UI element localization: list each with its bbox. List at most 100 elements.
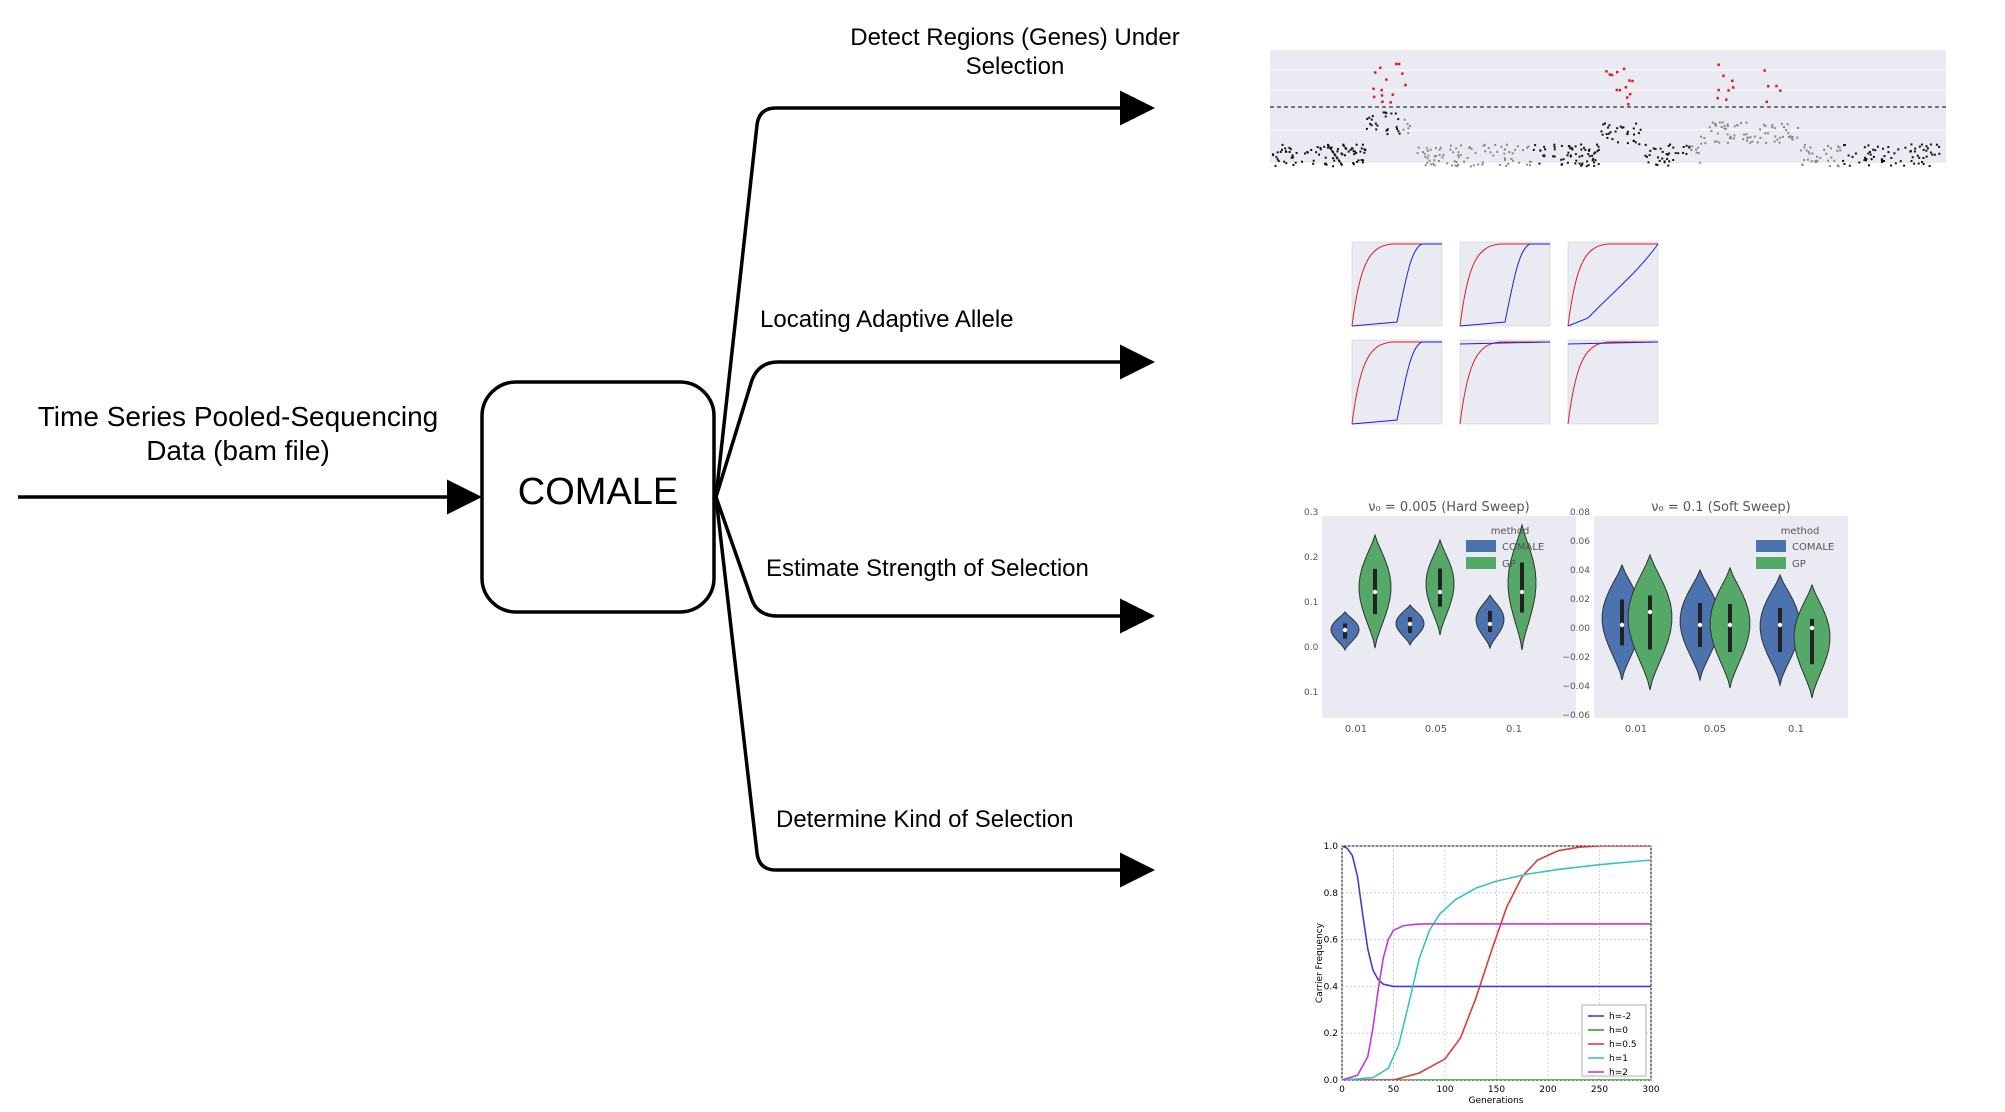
data-point (1649, 149, 1652, 152)
data-point (1390, 112, 1393, 115)
data-point (1883, 160, 1885, 162)
cdf-subplot (1459, 241, 1551, 327)
data-point (1719, 121, 1721, 124)
data-point (1916, 154, 1919, 157)
data-point (1929, 151, 1932, 154)
data-point (1805, 149, 1808, 152)
data-point (1733, 125, 1736, 128)
data-point (1765, 141, 1768, 144)
data-point (1333, 153, 1336, 156)
data-point (1386, 128, 1389, 131)
data-point (1600, 130, 1603, 133)
data-point (1342, 144, 1345, 147)
data-point (1505, 164, 1508, 167)
significant-point (1716, 96, 1719, 100)
data-point (1522, 149, 1524, 151)
significant-point (1404, 83, 1407, 87)
significant-point (1627, 103, 1630, 106)
data-point (1492, 154, 1495, 157)
cdf-line-red (1351, 243, 1442, 327)
data-point (1332, 165, 1335, 168)
data-point (1553, 155, 1556, 158)
violin-median (1697, 622, 1703, 628)
data-point (1402, 128, 1405, 131)
data-point (1597, 145, 1600, 148)
data-point (1357, 159, 1360, 162)
data-point (1697, 146, 1700, 149)
data-point (1726, 125, 1729, 128)
legend-item-gp: GP (1502, 559, 1516, 570)
data-point (1708, 126, 1711, 129)
data-point (1904, 146, 1907, 149)
data-point (1842, 159, 1845, 162)
data-point (1609, 131, 1612, 134)
data-point (1655, 163, 1658, 166)
data-point (1801, 163, 1804, 166)
data-point (1637, 132, 1640, 135)
y-tick-label: 0.6 (1324, 936, 1339, 946)
data-point (1920, 143, 1923, 146)
data-point (1593, 161, 1596, 164)
data-point (1858, 161, 1861, 164)
data-point (1669, 143, 1672, 146)
data-point (1315, 151, 1318, 154)
data-point (1843, 144, 1845, 147)
data-point (1749, 136, 1752, 139)
data-point (1578, 162, 1581, 165)
legend-item-gp: GP (1792, 559, 1806, 570)
data-point (1592, 157, 1595, 160)
data-point (1591, 159, 1594, 162)
data-point (1638, 143, 1641, 146)
data-point (1374, 122, 1377, 125)
x-tick-label: 300 (1642, 1085, 1659, 1095)
data-point (1783, 126, 1785, 128)
data-point (1325, 163, 1328, 166)
data-point (1423, 152, 1426, 155)
data-point (1484, 150, 1487, 153)
data-point (1828, 165, 1831, 168)
data-point (1810, 160, 1813, 163)
data-point (1370, 118, 1373, 121)
data-point (1567, 151, 1570, 154)
data-point (1605, 133, 1608, 136)
y-tick-label: 0.00 (1570, 624, 1590, 634)
data-point (1773, 127, 1776, 130)
data-point (1786, 123, 1789, 126)
data-point (1869, 153, 1872, 156)
data-point (1807, 150, 1810, 153)
data-point (1704, 142, 1707, 145)
data-point (1371, 115, 1374, 118)
data-point (1277, 160, 1280, 162)
data-point (1326, 146, 1329, 149)
data-point (1508, 151, 1511, 154)
data-point (1316, 146, 1319, 149)
data-point (1695, 148, 1698, 151)
data-point (1922, 157, 1925, 159)
data-point (1351, 147, 1354, 150)
data-point (1594, 151, 1597, 154)
data-point (1342, 143, 1345, 146)
data-point (1472, 164, 1475, 167)
data-point (1435, 147, 1437, 150)
legend-entry: h=-2 (1609, 1012, 1631, 1022)
data-point (1398, 132, 1401, 135)
data-point (1619, 125, 1622, 128)
data-point (1601, 133, 1604, 136)
data-point (1724, 127, 1727, 130)
data-point (1527, 145, 1530, 148)
significant-point (1397, 62, 1401, 66)
data-point (1481, 163, 1484, 166)
data-point (1890, 157, 1893, 159)
data-point (1369, 122, 1372, 125)
data-point (1697, 152, 1700, 155)
data-point (1929, 143, 1932, 146)
data-point (1552, 155, 1555, 158)
y-tick-label: −0.04 (1562, 682, 1590, 692)
data-point (1449, 148, 1452, 151)
data-point (1284, 147, 1287, 150)
data-point (1575, 159, 1578, 162)
data-point (1338, 160, 1341, 163)
data-point (1918, 156, 1921, 159)
x-tick-label: 0.1 (1788, 724, 1804, 735)
data-point (1376, 124, 1379, 127)
